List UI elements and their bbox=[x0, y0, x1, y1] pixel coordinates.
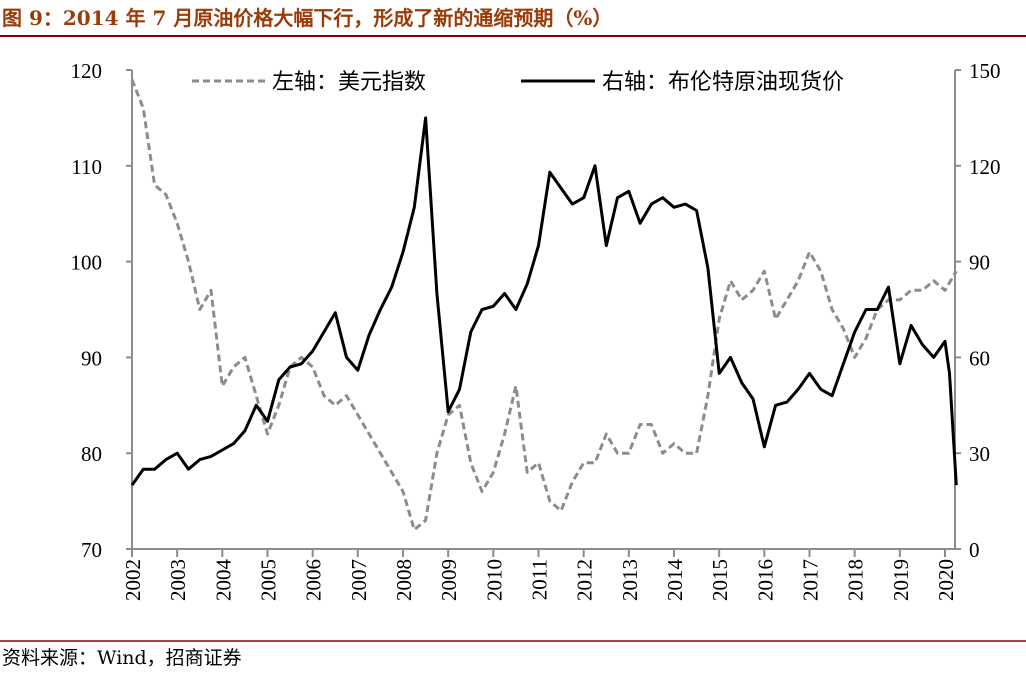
x-tick-label: 2020 bbox=[934, 559, 958, 601]
source-note: 资料来源：Wind，招商证券 bbox=[2, 647, 242, 669]
usd-index-line bbox=[130, 79, 958, 532]
left-tick-label: 100 bbox=[71, 251, 103, 275]
chart-title: 图 9：2014 年 7 月原油价格大幅下行，形成了新的通缩预期（%） bbox=[2, 6, 612, 30]
x-tick-label: 2008 bbox=[392, 559, 416, 601]
left-tick-label: 110 bbox=[71, 155, 102, 179]
right-tick-label: 90 bbox=[969, 251, 990, 275]
axes: 70 80 90 100 110 120 0 30 60 90 120 150 2002 2003 2004… bbox=[71, 59, 1001, 601]
x-tick-label: 2009 bbox=[437, 559, 461, 601]
left-tick-label: 70 bbox=[81, 538, 102, 562]
right-tick-label: 0 bbox=[969, 538, 980, 562]
x-tick-label: 2015 bbox=[708, 559, 732, 601]
right-tick-label: 60 bbox=[969, 346, 990, 370]
x-tick-label: 2003 bbox=[166, 559, 190, 601]
x-tick-label: 2005 bbox=[257, 559, 281, 601]
x-tick-label: 2016 bbox=[753, 559, 777, 601]
x-tick-label: 2006 bbox=[302, 559, 326, 601]
right-tick-label: 120 bbox=[969, 155, 1001, 179]
series-group bbox=[130, 79, 958, 532]
left-tick-label: 120 bbox=[71, 59, 103, 83]
x-tick-label: 2013 bbox=[618, 559, 642, 601]
legend-brent-label: 右轴：布伦特原油现货价 bbox=[602, 70, 844, 95]
legend-usd-label: 左轴：美元指数 bbox=[272, 70, 426, 95]
x-tick-label: 2010 bbox=[482, 559, 506, 601]
x-tick-label: 2007 bbox=[347, 559, 371, 601]
x-tick-label: 2004 bbox=[211, 559, 235, 602]
brent-price-line bbox=[130, 116, 958, 486]
x-tick-label: 2018 bbox=[844, 559, 868, 601]
left-tick-label: 80 bbox=[81, 442, 102, 466]
x-tick-label: 2002 bbox=[121, 559, 145, 601]
x-tick-label: 2019 bbox=[889, 559, 913, 601]
x-tick-label: 2011 bbox=[528, 559, 552, 600]
legend: 左轴：美元指数 右轴：布伦特原油现货价 bbox=[178, 60, 938, 102]
right-tick-label: 30 bbox=[969, 442, 990, 466]
x-tick-label: 2014 bbox=[663, 559, 687, 602]
right-tick-label: 150 bbox=[969, 59, 1001, 83]
left-tick-label: 90 bbox=[81, 346, 102, 370]
x-tick-label: 2017 bbox=[799, 559, 823, 601]
x-tick-label: 2012 bbox=[573, 559, 597, 601]
